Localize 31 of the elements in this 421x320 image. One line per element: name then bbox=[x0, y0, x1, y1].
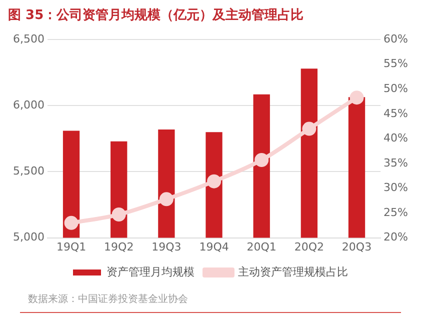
point bbox=[254, 153, 269, 168]
legend-label: 主动资产管理规模占比 bbox=[238, 265, 348, 278]
y-tick-label: 5,500 bbox=[12, 164, 44, 178]
y2-tick-label: 55% bbox=[384, 57, 408, 70]
x-tick-label: 19Q4 bbox=[199, 240, 229, 254]
y2-tick-label: 60% bbox=[384, 32, 408, 46]
y2-tick-label: 35% bbox=[384, 156, 408, 170]
x-tick-label: 20Q3 bbox=[342, 240, 372, 254]
source-note: 数据来源：中国证券投资基金业协会 bbox=[28, 292, 188, 306]
y2-tick-label: 30% bbox=[384, 181, 408, 194]
x-tick-label: 19Q3 bbox=[152, 240, 182, 254]
y2-tick-label: 25% bbox=[384, 206, 408, 219]
y-tick-label: 6,500 bbox=[12, 32, 44, 46]
point bbox=[112, 208, 126, 222]
y2-tick-label: 45% bbox=[384, 106, 408, 120]
x-tick-label: 19Q1 bbox=[56, 240, 86, 254]
chart-title: 图 35：公司资管月均规模（亿元）及主动管理占比 bbox=[8, 6, 304, 24]
x-tick-label: 20Q2 bbox=[294, 240, 324, 254]
y2-tick-label: 20% bbox=[384, 230, 408, 244]
x-tick-label: 20Q1 bbox=[246, 240, 276, 254]
y-tick-label: 6,000 bbox=[12, 98, 44, 112]
y-tick-label: 5,000 bbox=[12, 230, 44, 244]
y2-tick-label: 50% bbox=[384, 82, 408, 96]
legend-label: 资产管理月均规模 bbox=[106, 265, 194, 278]
point bbox=[64, 216, 78, 230]
x-tick-label: 19Q2 bbox=[104, 240, 134, 254]
y2-tick-label: 40% bbox=[384, 132, 408, 145]
point bbox=[159, 192, 174, 206]
point bbox=[207, 174, 222, 188]
point bbox=[350, 90, 364, 105]
point bbox=[302, 122, 316, 136]
